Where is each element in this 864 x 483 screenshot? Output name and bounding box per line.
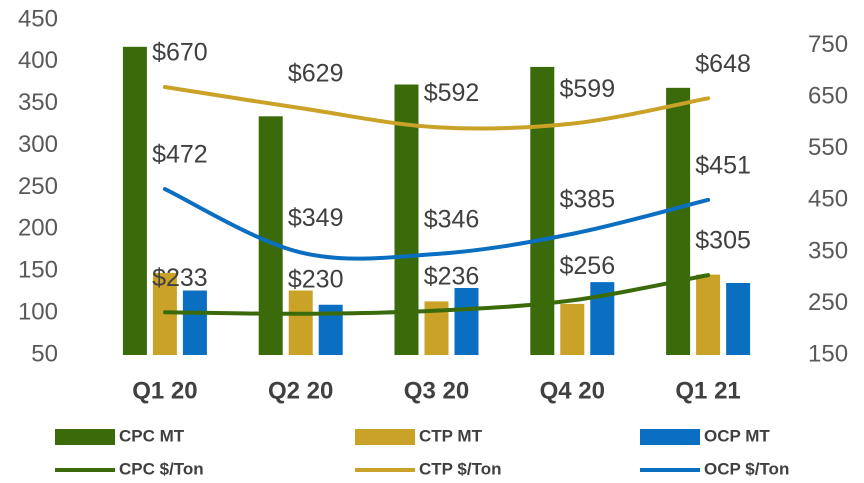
legend-swatch: [55, 429, 115, 445]
x-tick-label: Q4 20: [540, 377, 605, 404]
y2-tick-label: 250: [808, 289, 848, 316]
data-label: $349: [288, 204, 344, 232]
data-label: $385: [559, 185, 615, 213]
data-label: $233: [152, 264, 208, 292]
bar: [258, 116, 283, 355]
data-label: $472: [152, 141, 208, 169]
legend-label: OCP $/Ton: [704, 459, 789, 478]
bar: [696, 274, 721, 355]
y2-tick-label: 150: [808, 340, 848, 367]
line: [162, 85, 711, 131]
x-tick-label: Q1 21: [675, 377, 740, 404]
y-tick-label: 400: [18, 47, 58, 74]
data-label: $670: [152, 39, 208, 67]
bar: [182, 290, 207, 355]
bar: [122, 46, 147, 356]
legend-label: CPC $/Ton: [119, 459, 204, 478]
bar: [560, 303, 585, 355]
y2-tick-label: 350: [808, 237, 848, 264]
y2-tick-label: 450: [808, 186, 848, 213]
bar: [454, 288, 479, 355]
y-tick-label: 450: [18, 5, 58, 32]
y-tick-label: 100: [18, 298, 58, 325]
y-tick-label: 150: [18, 257, 58, 284]
data-label: $629: [288, 60, 344, 88]
data-label: $648: [695, 50, 751, 78]
data-label: $236: [424, 262, 480, 290]
legend-swatch: [355, 429, 415, 445]
x-tick-label: Q2 20: [268, 377, 333, 404]
legend-label: OCP MT: [704, 426, 770, 445]
x-tick-label: Q3 20: [404, 377, 469, 404]
legend-label: CTP $/Ton: [419, 459, 502, 478]
bar: [666, 87, 691, 356]
bar: [288, 290, 313, 355]
data-label: $256: [559, 252, 615, 280]
line: [162, 187, 711, 261]
data-label: $346: [424, 206, 480, 234]
legend-label: CPC MT: [119, 426, 185, 445]
y-tick-label: 250: [18, 173, 58, 200]
data-label: $451: [695, 151, 751, 179]
line: [162, 273, 711, 316]
data-label: $599: [559, 75, 615, 103]
legend-swatch: [640, 429, 700, 445]
bar: [530, 66, 555, 356]
data-label: $592: [424, 79, 480, 107]
data-label: $230: [288, 265, 344, 293]
y2-tick-label: 550: [808, 134, 848, 161]
y-tick-label: 350: [18, 89, 58, 116]
legend-label: CTP MT: [419, 426, 483, 445]
bar: [726, 282, 751, 355]
y-tick-label: 50: [31, 340, 58, 367]
y2-tick-label: 650: [808, 83, 848, 110]
y2-tick-label: 750: [808, 31, 848, 58]
y-tick-label: 200: [18, 215, 58, 242]
y-tick-label: 300: [18, 131, 58, 158]
x-tick-label: Q1 20: [132, 377, 197, 404]
data-label: $305: [695, 227, 751, 255]
